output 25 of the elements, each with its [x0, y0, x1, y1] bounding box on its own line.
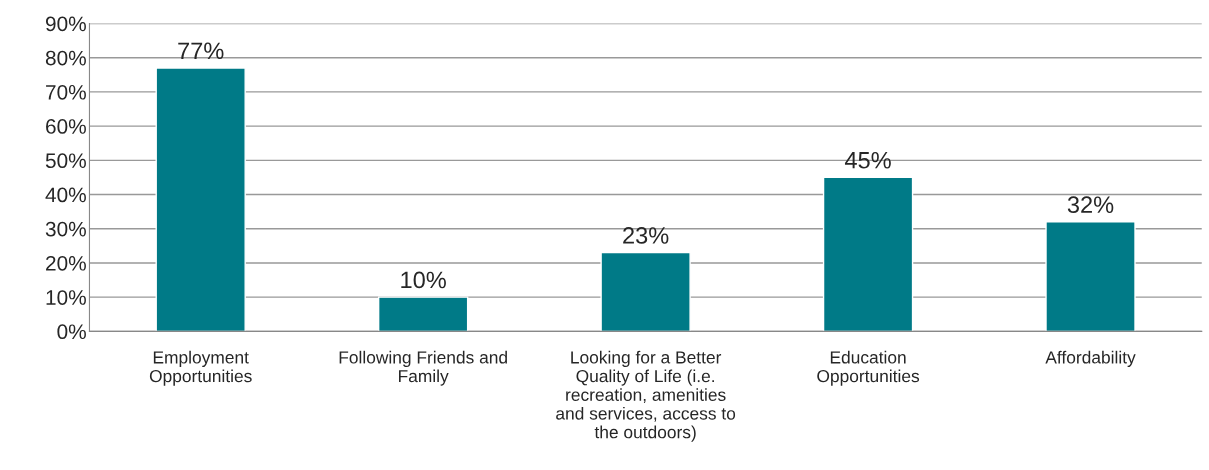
- data-label: 32%: [1067, 196, 1114, 214]
- y-tick-label: 90%: [45, 16, 86, 32]
- y-tick-label: 40%: [45, 187, 86, 203]
- x-tick-label: Education Opportunities: [817, 350, 920, 386]
- data-label: 77%: [178, 42, 224, 60]
- y-tick-label: 30%: [45, 221, 86, 237]
- x-tick-label: Affordability: [1045, 350, 1136, 367]
- y-tick-label: 60%: [46, 119, 86, 134]
- bar: [1045, 221, 1136, 332]
- y-tick-label: 10%: [46, 290, 86, 305]
- bar: [155, 67, 246, 332]
- bar: [377, 296, 469, 332]
- y-tick-label: 50%: [45, 153, 86, 169]
- x-tick-label: Following Friends and Family: [339, 350, 507, 386]
- y-tick-label: 70%: [46, 84, 86, 100]
- data-label: 10%: [401, 271, 446, 289]
- y-tick-label: 0%: [57, 324, 86, 340]
- y-tick-label: 80%: [45, 50, 86, 66]
- x-tick-label: Looking for a Better Quality of Life (i.e. recreation, amenities and services, access to the outdoors): [556, 350, 736, 442]
- bar: [600, 251, 691, 332]
- data-label: 45%: [844, 151, 891, 169]
- x-tick-label: Employment Opportunities: [149, 350, 252, 386]
- data-label: 23%: [623, 227, 669, 244]
- y-tick-label: 20%: [46, 255, 86, 271]
- bar: [822, 176, 914, 332]
